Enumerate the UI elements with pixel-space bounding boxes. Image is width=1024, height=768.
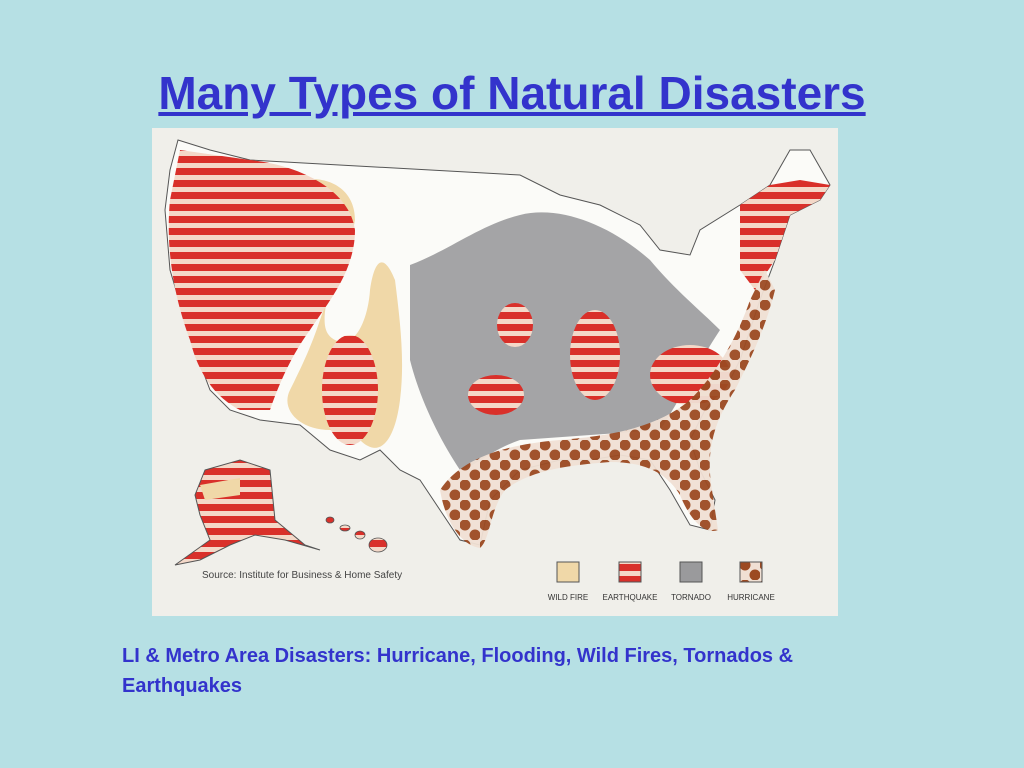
legend-swatch <box>556 561 580 583</box>
hurricane-zone <box>440 270 775 548</box>
earthquake-oklahoma <box>468 375 524 415</box>
legend-swatch <box>739 561 763 583</box>
legend-label: EARTHQUAKE <box>603 593 658 602</box>
hazard-map: Source: Institute for Business & Home Sa… <box>152 128 838 616</box>
alaska-wildfire <box>200 478 240 500</box>
earthquake-southwest <box>322 335 378 445</box>
hawaii <box>325 516 388 553</box>
legend-label: HURRICANE <box>727 593 775 602</box>
legend: WILD FIRE EARTHQUAKE TORNADO HURRICANE <box>548 561 775 602</box>
slide-title: Many Types of Natural Disasters <box>158 67 866 119</box>
caption: LI & Metro Area Disasters: Hurricane, Fl… <box>122 645 794 697</box>
legend-label: TORNADO <box>671 593 711 602</box>
earthquake-northeast <box>740 180 830 290</box>
earthquake-missouri-north <box>497 303 533 347</box>
earthquake-west <box>168 150 355 410</box>
legend-swatch <box>679 561 703 583</box>
legend-label: WILD FIRE <box>548 593 588 602</box>
earthquake-new-madrid <box>570 310 620 400</box>
legend-swatch <box>618 561 642 583</box>
map-source: Source: Institute for Business & Home Sa… <box>202 570 402 581</box>
